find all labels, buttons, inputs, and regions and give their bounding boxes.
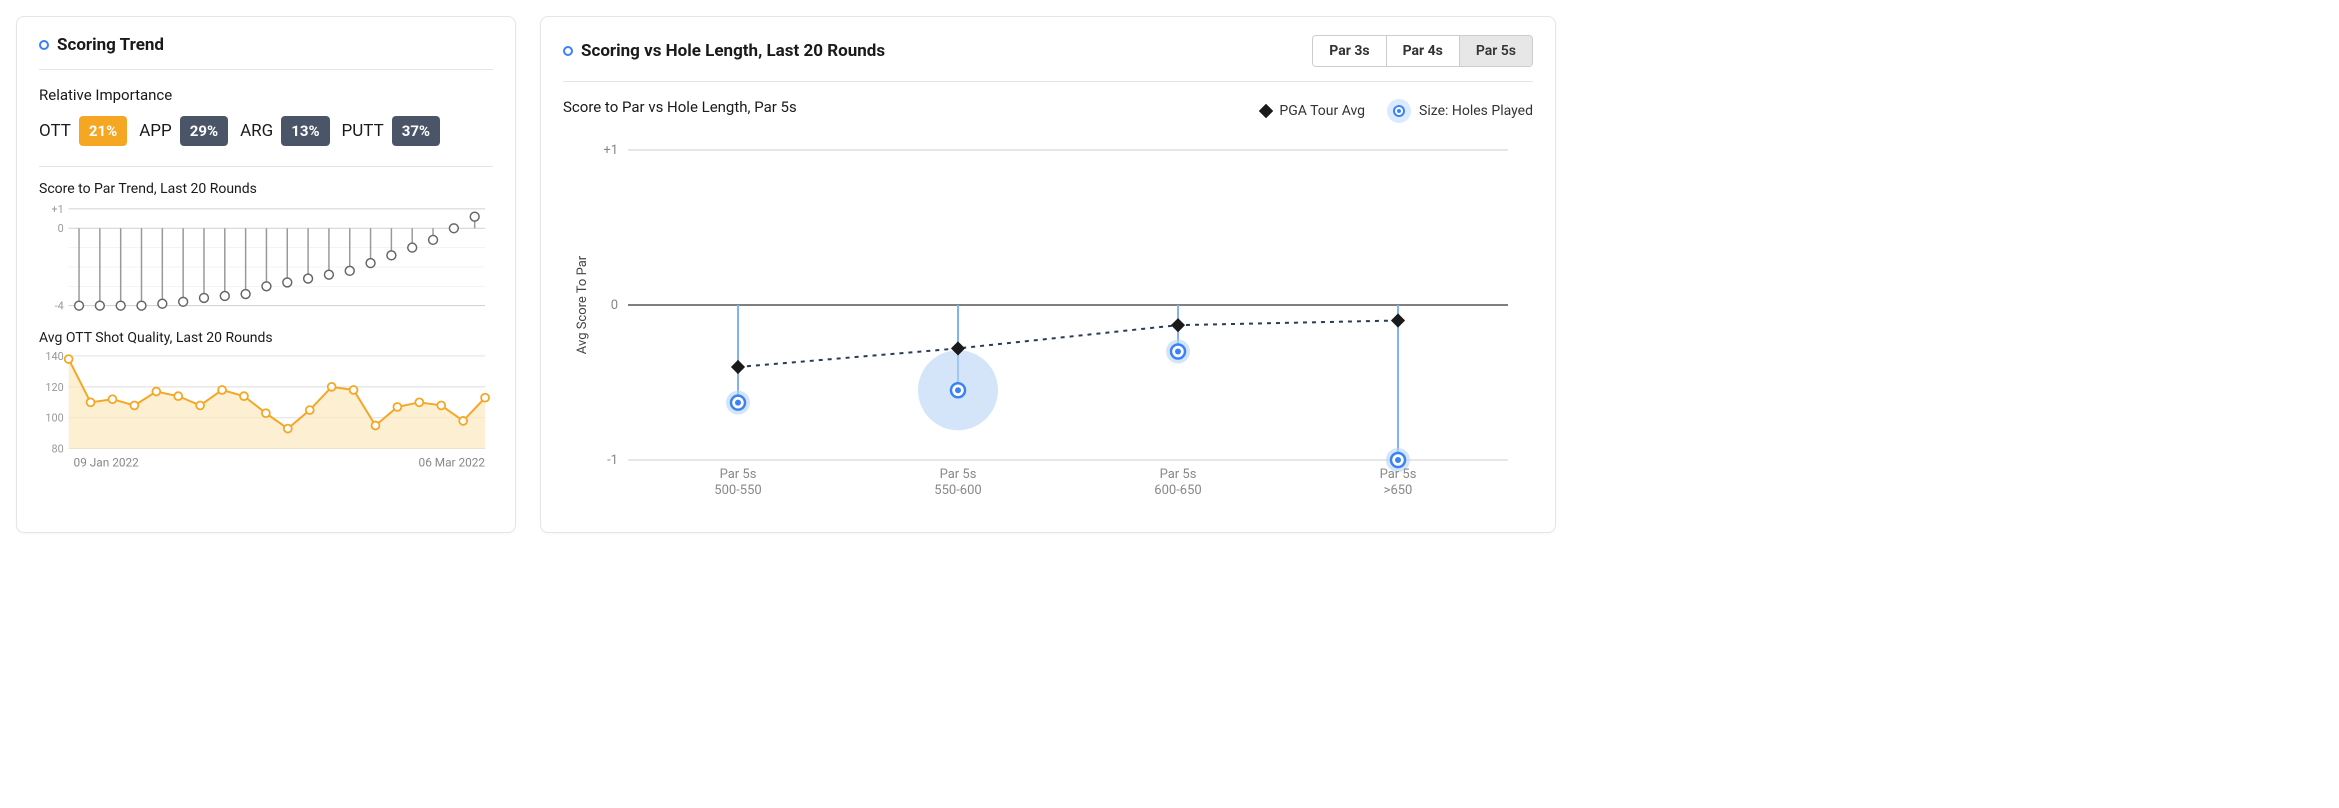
svg-text:+1: +1 [603,143,618,158]
importance-pair: OTT 21% [39,116,127,146]
svg-text:550-600: 550-600 [934,483,981,498]
hole-length-card: Scoring vs Hole Length, Last 20 Rounds P… [540,16,1556,533]
dot-icon [39,40,49,50]
svg-text:Par 5s: Par 5s [720,467,757,482]
svg-text:Par 5s: Par 5s [940,467,977,482]
bubble-icon [1387,99,1411,123]
trend-chart-title: Score to Par Trend, Last 20 Rounds [39,181,493,197]
importance-label: ARG [240,121,273,141]
tab-par-3s[interactable]: Par 3s [1313,36,1386,66]
ott-chart: 80 100 120 140 09 Jan 2022 06 Mar 2022 [39,352,493,470]
relative-importance-label: Relative Importance [39,86,493,104]
importance-badge: 21% [79,116,127,146]
svg-text:09 Jan 2022: 09 Jan 2022 [74,455,140,469]
hole-length-subtitle: Score to Par vs Hole Length, Par 5s [563,98,797,116]
svg-text:120: 120 [45,380,63,393]
trend-chart: -4 0 +1 [39,203,493,312]
legend-row: Score to Par vs Hole Length, Par 5s PGA … [563,98,1533,124]
par-tab-group: Par 3sPar 4sPar 5s [1312,35,1533,67]
hole-length-header: Scoring vs Hole Length, Last 20 Rounds P… [563,35,1533,82]
legend-pga: PGA Tour Avg [1261,103,1365,119]
svg-text:0: 0 [611,298,618,313]
svg-text:+1: +1 [51,203,63,216]
importance-label: OTT [39,121,71,141]
svg-text:-1: -1 [607,453,618,468]
svg-text:140: 140 [45,352,63,363]
svg-text:600-650: 600-650 [1154,483,1201,498]
svg-text:>650: >650 [1384,483,1413,498]
diamond-icon [1259,104,1273,118]
importance-badge: 13% [281,116,329,146]
svg-text:06 Mar 2022: 06 Mar 2022 [419,455,486,469]
importance-pair: APP 29% [139,116,228,146]
ott-chart-title: Avg OTT Shot Quality, Last 20 Rounds [39,330,493,346]
svg-text:0: 0 [58,222,64,235]
tab-par-5s[interactable]: Par 5s [1460,36,1532,66]
svg-text:Par 5s: Par 5s [1380,467,1417,482]
legend-size-label: Size: Holes Played [1419,103,1533,119]
svg-text:Avg Score To Par: Avg Score To Par [575,255,590,354]
legend-size: Size: Holes Played [1387,99,1533,123]
scoring-trend-card: Scoring Trend Relative Importance OTT 21%… [16,16,516,533]
importance-label: APP [139,121,172,141]
svg-text:Par 5s: Par 5s [1160,467,1197,482]
tab-par-4s[interactable]: Par 4s [1387,36,1460,66]
importance-row: OTT 21% APP 29% ARG 13% PUTT 37% [39,116,493,167]
scoring-trend-title: Scoring Trend [57,35,164,55]
hole-length-chart: Avg Score To Par-10+1Par 5s500-550Par 5s… [563,130,1533,510]
svg-text:80: 80 [51,442,63,455]
svg-text:100: 100 [45,411,63,424]
svg-text:-4: -4 [55,300,64,312]
importance-badge: 37% [392,116,440,146]
importance-badge: 29% [180,116,228,146]
dashboard-layout: Scoring Trend Relative Importance OTT 21%… [16,16,1556,533]
scoring-trend-header: Scoring Trend [39,35,493,70]
svg-text:500-550: 500-550 [714,483,761,498]
legend-pga-label: PGA Tour Avg [1279,103,1365,119]
dot-icon [563,46,573,56]
hole-length-title: Scoring vs Hole Length, Last 20 Rounds [581,41,885,61]
importance-pair: PUTT 37% [342,116,440,146]
importance-label: PUTT [342,121,384,141]
importance-pair: ARG 13% [240,116,329,146]
